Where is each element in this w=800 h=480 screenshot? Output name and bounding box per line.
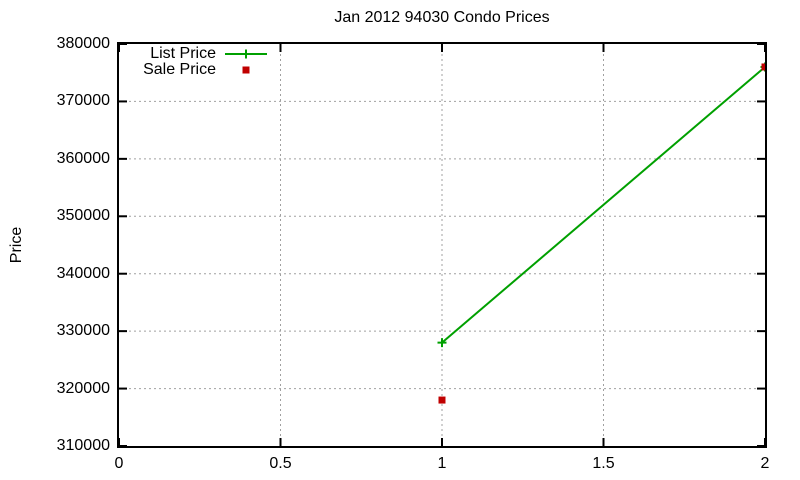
y-tick-label: 320000 xyxy=(56,379,110,397)
y-tick-label: 330000 xyxy=(56,322,110,340)
plot-svg xyxy=(119,44,765,446)
legend-item: List Price xyxy=(119,46,275,62)
legend-item: Sale Price xyxy=(119,62,275,78)
y-axis-title-text: Price xyxy=(8,226,25,264)
x-tick-label: 2 xyxy=(760,455,770,472)
x-tick-label: 1.5 xyxy=(592,455,615,472)
x-tick-label: 0 xyxy=(114,455,124,472)
y-tick-label: 350000 xyxy=(56,207,110,225)
series-line-0 xyxy=(441,66,765,344)
chart-title: Jan 2012 94030 Condo Prices xyxy=(334,9,550,26)
y-tick-label: 360000 xyxy=(56,149,110,167)
y-tick-label: 380000 xyxy=(56,35,110,52)
data-point-series-1-square xyxy=(438,396,446,404)
legend-label: List Price xyxy=(150,45,216,62)
legend-sample-line xyxy=(225,49,267,59)
plot-area: List Price Sale Price xyxy=(117,42,767,448)
y-tick-label: 370000 xyxy=(56,92,110,110)
legend: List Price Sale Price xyxy=(119,46,275,78)
y-tick-label: 310000 xyxy=(56,437,110,454)
x-tick-label: 1 xyxy=(437,455,447,472)
legend-sample-square xyxy=(242,66,250,74)
y-tick-label: 340000 xyxy=(56,264,110,282)
legend-label: Sale Price xyxy=(143,61,216,78)
data-point-series-1-square xyxy=(761,63,765,71)
legend-sample-marker xyxy=(242,66,250,74)
x-tick-label: 0.5 xyxy=(269,455,292,472)
